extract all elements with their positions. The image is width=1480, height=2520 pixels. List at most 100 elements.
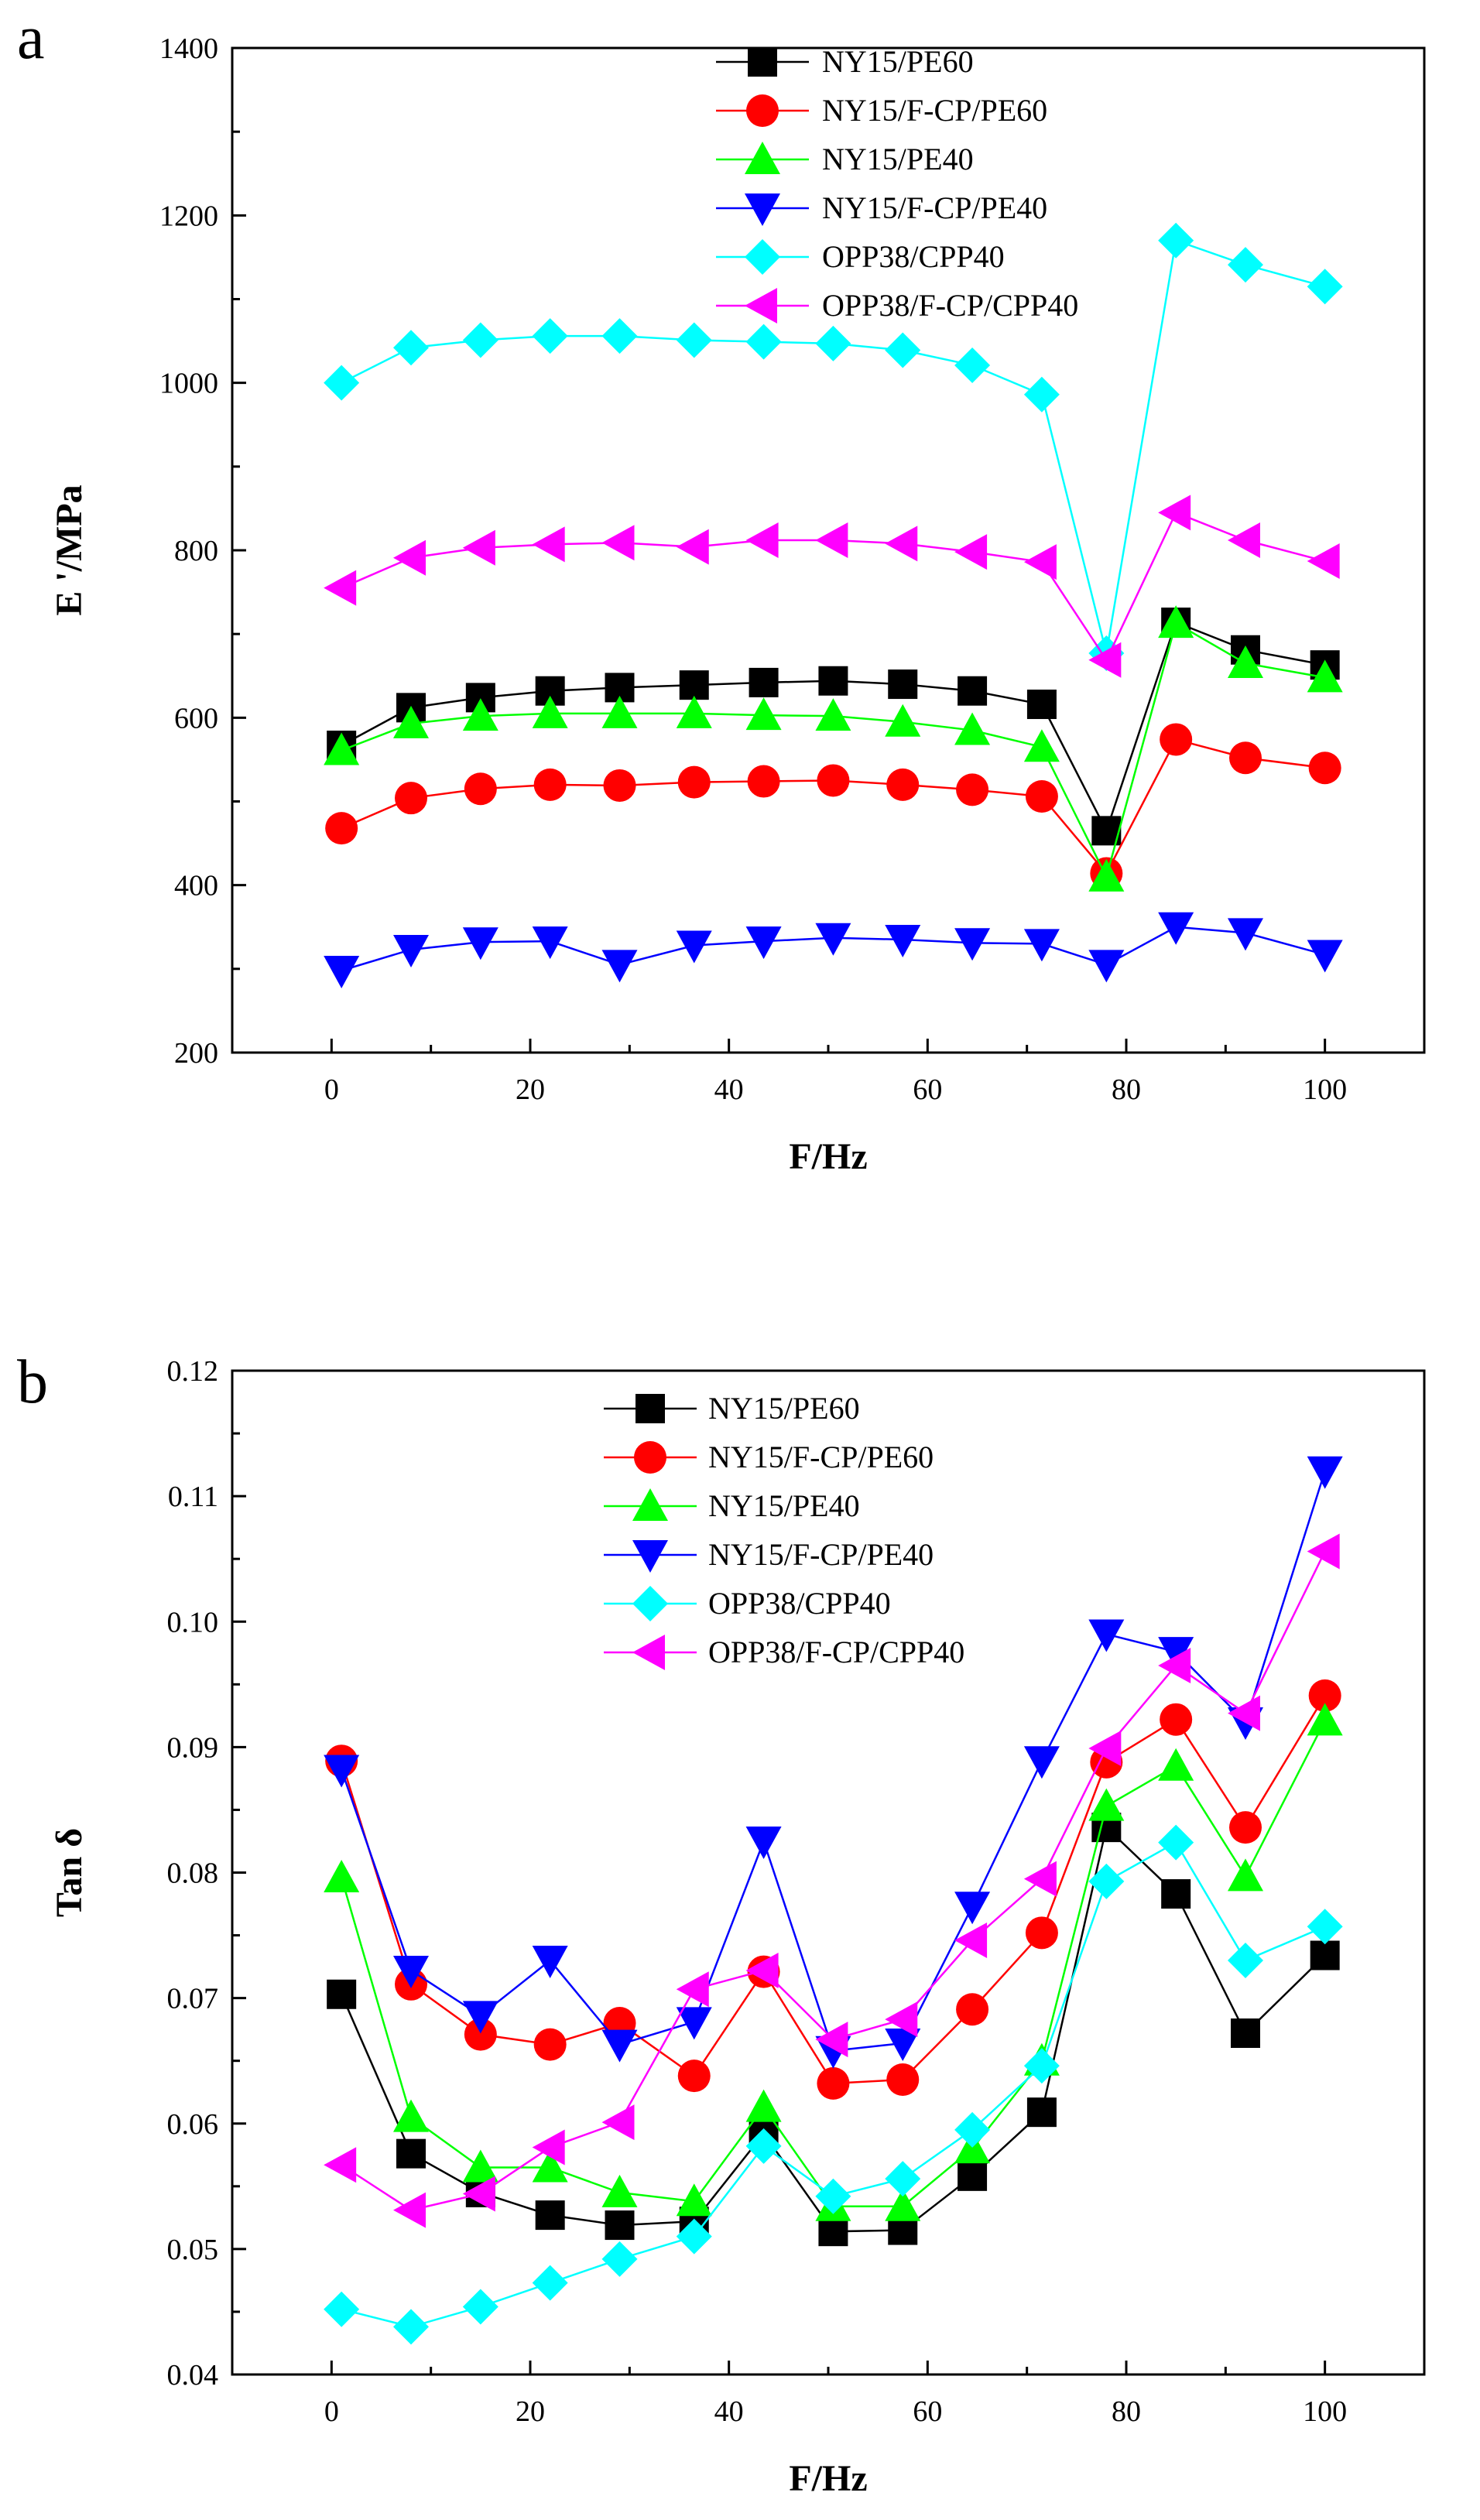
data-point: [1088, 858, 1125, 892]
data-point: [324, 955, 360, 988]
data-point: [958, 676, 988, 706]
data-point: [1158, 222, 1194, 259]
data-point: [324, 2291, 360, 2327]
data-point: [954, 2111, 991, 2148]
data-point: [1228, 1858, 1263, 1892]
data-point: [1088, 1619, 1125, 1652]
data-point: [393, 2192, 426, 2228]
data-point: [677, 2059, 711, 2093]
data-point: [954, 712, 991, 745]
data-point: [327, 1979, 357, 2009]
series-NY15/PE40: [324, 605, 1343, 892]
data-point: [1307, 1703, 1343, 1736]
data-point: [1161, 1879, 1191, 1909]
panel-letter: b: [17, 1348, 48, 1416]
x-tick-label: 60: [913, 1073, 942, 1106]
data-point: [532, 2265, 568, 2301]
data-point: [1308, 752, 1341, 785]
data-point: [958, 2161, 988, 2191]
series-NY15/F-CP/PE40: [324, 912, 1343, 988]
legend-marker: [745, 288, 777, 324]
legend-marker: [745, 142, 780, 174]
data-point: [888, 669, 918, 700]
x-tick-label: 60: [913, 2395, 942, 2428]
y-tick-label: 600: [174, 702, 218, 734]
legend-label: OPP38/CPP40: [708, 1586, 891, 1621]
data-point: [815, 522, 848, 559]
data-point: [601, 2104, 635, 2141]
data-point: [954, 534, 988, 570]
legend-label: NY15/PE60: [822, 44, 974, 79]
legend-label: NY15/F-CP/PE60: [822, 93, 1047, 128]
data-point: [1088, 1863, 1125, 1899]
data-point: [395, 782, 427, 815]
data-point: [885, 2188, 921, 2221]
y-axis-label: E '/MPa: [49, 484, 90, 615]
data-point: [532, 2149, 568, 2183]
legend-label: NY15/F-CP/PE40: [822, 190, 1047, 225]
data-point: [1158, 912, 1194, 945]
data-point: [1025, 780, 1058, 813]
data-point: [1307, 1909, 1343, 1945]
data-point: [601, 525, 635, 561]
legend-entry: NY15/PE40: [716, 142, 974, 176]
legend-entry: NY15/F-CP/PE40: [716, 190, 1047, 226]
data-point: [676, 322, 712, 358]
data-point: [885, 2028, 921, 2061]
data-point: [1023, 376, 1060, 413]
legend-label: NY15/PE60: [708, 1391, 860, 1426]
data-point: [954, 1892, 991, 1925]
data-point: [601, 950, 638, 983]
data-point: [532, 526, 565, 563]
data-point: [1158, 1824, 1194, 1861]
data-point: [1228, 645, 1263, 679]
data-point: [1025, 1916, 1058, 1950]
data-point: [954, 928, 991, 961]
chart-panel-b: b 0 20 40 60 80 100 0.04 0.05 0.06 0.07 0.08 0.09 0.1…: [17, 1348, 1426, 2499]
data-point: [679, 670, 709, 700]
data-point: [462, 698, 498, 731]
legend-marker: [748, 47, 777, 77]
data-point: [745, 2128, 782, 2164]
data-point: [749, 667, 779, 697]
data-point: [676, 1971, 709, 2008]
data-point: [532, 926, 568, 960]
data-point: [885, 2001, 918, 2038]
data-point: [1228, 247, 1263, 283]
data-point: [532, 2129, 565, 2166]
y-tick-label: 1000: [159, 368, 218, 400]
data-point: [1307, 659, 1343, 693]
x-tick-label: 0: [324, 1073, 339, 1106]
data-point: [393, 539, 426, 576]
data-point: [324, 2147, 357, 2183]
data-point: [532, 1945, 568, 1978]
y-tick-label: 200: [174, 1037, 218, 1070]
legend-entry: OPP38/F-CP/CPP40: [716, 288, 1078, 324]
data-point: [1088, 950, 1125, 983]
x-tick-label: 0: [324, 2395, 339, 2428]
data-point: [956, 773, 989, 806]
legend-label: OPP38/CPP40: [822, 239, 1005, 274]
y-tick-label: 0.06: [167, 2108, 219, 2141]
data-point: [745, 1826, 782, 1859]
series-NY15/PE40: [324, 1703, 1343, 2221]
legend-entry: OPP38/CPP40: [604, 1586, 891, 1621]
data-point: [677, 765, 711, 799]
y-tick-label: 0.12: [167, 1355, 219, 1388]
data-point: [393, 330, 429, 366]
data-point: [815, 2178, 851, 2214]
data-point: [745, 697, 782, 731]
series-line: [341, 738, 1325, 875]
y-tick-label: 400: [174, 870, 218, 902]
panel-letter: a: [17, 4, 45, 72]
data-point: [535, 2200, 565, 2231]
data-point: [1023, 1746, 1060, 1779]
legend-marker: [636, 1394, 665, 1423]
legend-entry: NY15/F-CP/PE40: [604, 1537, 934, 1573]
data-point: [1158, 1748, 1194, 1781]
legend-marker: [634, 1441, 666, 1474]
data-point: [886, 768, 920, 801]
data-point: [1160, 1703, 1193, 1736]
legend-marker: [632, 1488, 668, 1521]
